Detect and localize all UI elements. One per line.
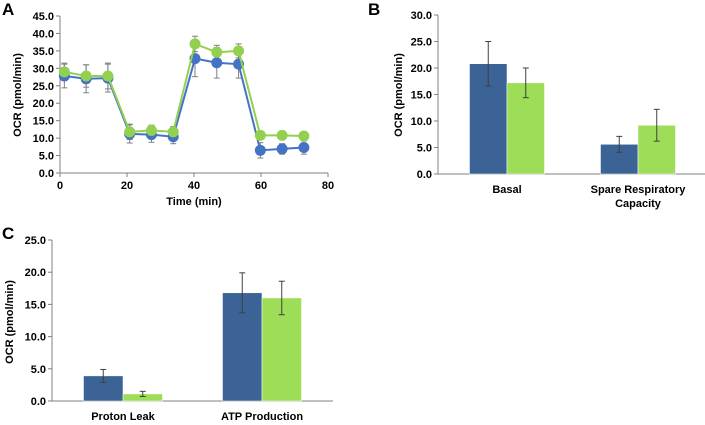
- panel-b-category-label: Basal: [492, 184, 521, 196]
- panel-c-y-tick-label: 15.0: [25, 299, 46, 311]
- panel-b-y-tick-label: 20.0: [411, 63, 432, 75]
- panel-c-y-tick-label: 10.0: [25, 332, 46, 344]
- panel-c-ylabel: OCR (pmol/min): [4, 280, 16, 364]
- panel-b-category-label: Spare Respiratory: [591, 184, 687, 196]
- panel-label-c: C: [2, 224, 14, 243]
- panel-a-x-tick-label: 40: [188, 180, 200, 192]
- panel-b-y-tick-label: 25.0: [411, 37, 432, 49]
- panel-b-y-tick-label: 15.0: [411, 90, 432, 102]
- panel-a-x-tick-label: 80: [322, 180, 334, 192]
- panel-a-y-tick-label: 25.0: [33, 81, 54, 93]
- panel-a-x-tick-label: 0: [57, 180, 63, 192]
- panel-a-green-point: [298, 130, 310, 142]
- panel-a-y-tick-label: 10.0: [33, 133, 54, 145]
- panel-a-y-tick-label: 5.0: [39, 151, 54, 163]
- panel-a-blue-point: [211, 57, 223, 69]
- panel-a-green-point: [233, 45, 245, 57]
- panel-c-y-tick-label: 20.0: [25, 267, 46, 279]
- panel-b-y-tick-label: 10.0: [411, 116, 432, 128]
- panel-a-y-tick-label: 35.0: [33, 46, 54, 58]
- panel-a-green-point: [167, 126, 179, 138]
- panel-a-green-point: [58, 66, 70, 78]
- panel-b-category-label: Capacity: [615, 198, 662, 210]
- panel-a-blue-point: [276, 143, 288, 155]
- panel-a-x-tick-label: 20: [121, 180, 133, 192]
- panel-a-green-point: [276, 129, 288, 141]
- panel-a-green-point: [80, 70, 92, 82]
- panel-c-y-tick-label: 25.0: [25, 235, 46, 247]
- panel-a-y-tick-label: 0.0: [39, 168, 54, 180]
- panel-a-y-tick-label: 40.0: [33, 28, 54, 40]
- panel-a-blue-point: [254, 144, 266, 156]
- panel-a-blue-line: [64, 57, 304, 152]
- panel-a-green-point: [189, 38, 201, 50]
- panel-a-green-point: [211, 46, 223, 58]
- panel-a-blue-point: [298, 142, 310, 154]
- panel-a-green-point: [145, 124, 157, 136]
- panel-b-y-tick-label: 30.0: [411, 10, 432, 22]
- panel-b-y-tick-label: 5.0: [417, 143, 432, 155]
- panel-c-y-tick-label: 5.0: [31, 364, 46, 376]
- panel-label-a: A: [2, 0, 14, 19]
- panel-a-green-line: [64, 42, 304, 138]
- panel-a-x-tick-label: 60: [255, 180, 267, 192]
- panel-a-xlabel: Time (min): [166, 196, 222, 208]
- panel-label-b: B: [368, 0, 380, 19]
- panel-a-green-point: [124, 126, 136, 138]
- panel-a-y-tick-label: 15.0: [33, 116, 54, 128]
- panel-b-ylabel: OCR (pmol/min): [393, 53, 405, 137]
- panel-a-y-tick-label: 30.0: [33, 63, 54, 75]
- panel-c-category-label: ATP Production: [221, 411, 303, 420]
- panel-c-y-tick-label: 0.0: [31, 396, 46, 408]
- panel-c-category-label: Proton Leak: [91, 411, 155, 420]
- panel-b-y-tick-label: 0.0: [417, 169, 432, 181]
- panel-a-y-tick-label: 45.0: [33, 11, 54, 23]
- panel-a-y-tick-label: 20.0: [33, 98, 54, 110]
- panel-a-green-point: [102, 70, 114, 82]
- panel-a-ylabel: OCR (pmol/min): [12, 53, 24, 137]
- panel-a-green-point: [254, 129, 266, 141]
